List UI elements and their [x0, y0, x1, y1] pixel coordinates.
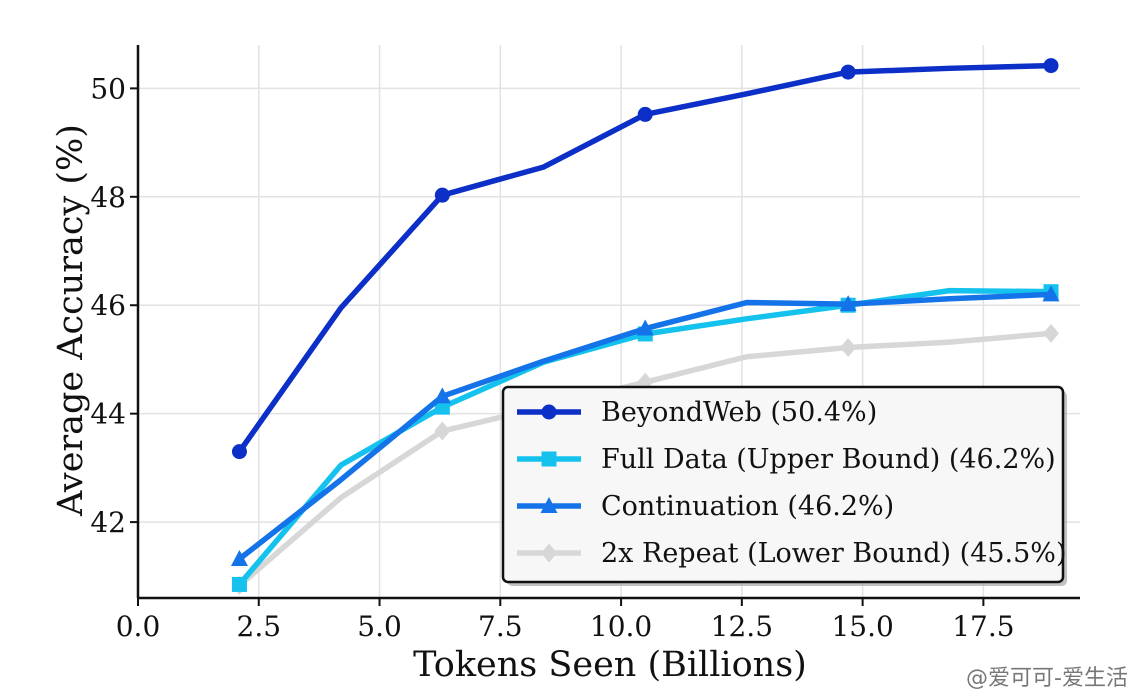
legend-marker [541, 404, 557, 420]
data-point-marker [1042, 285, 1060, 302]
x-tick-label: 17.5 [952, 610, 1014, 643]
data-point-marker [433, 387, 451, 404]
data-point-marker [636, 319, 654, 336]
data-point-marker [231, 444, 247, 460]
x-tick-label: 5.0 [357, 610, 402, 643]
x-tick-label: 0.0 [116, 610, 161, 643]
y-tick-label: 42 [90, 506, 126, 539]
data-point-marker [434, 399, 450, 415]
axes [136, 45, 1080, 600]
x-axis-label: Tokens Seen (Billions) [413, 645, 807, 685]
legend-entry: Continuation (46.2%) [517, 491, 894, 522]
data-point-marker [839, 295, 857, 312]
series-2 [230, 285, 1060, 566]
x-tick-label: 2.5 [237, 610, 282, 643]
y-axis-ticks: 42 44 46 48 50 [90, 72, 138, 539]
legend-marker [541, 543, 557, 563]
x-tick-label: 15.0 [831, 610, 893, 643]
legend-entry: Full Data (Upper Bound) (46.2%) [517, 444, 1056, 475]
y-tick-label: 50 [90, 72, 126, 105]
data-point-marker [637, 106, 653, 122]
data-point-marker [1043, 58, 1059, 74]
x-axis-ticks: 0.0 2.5 5.0 7.5 10.0 12.5 15.0 17.5 [116, 598, 1015, 643]
legend-box [501, 385, 1065, 584]
watermark-text: @爱可可-爱生活 [966, 666, 1128, 691]
data-point-marker [434, 421, 451, 441]
legend-marker [540, 497, 558, 513]
x-tick-label: 12.5 [711, 610, 773, 643]
y-tick-label: 44 [90, 398, 126, 431]
x-tick-label: 10.0 [590, 610, 652, 643]
series-0 [231, 58, 1059, 460]
data-point-marker [840, 338, 857, 358]
series-lines [230, 58, 1060, 596]
x-tick-label: 7.5 [478, 610, 523, 643]
data-point-marker [231, 576, 247, 592]
y-axis-label: Average Accuracy (%) [51, 124, 91, 517]
legend-label: Full Data (Upper Bound) (46.2%) [601, 444, 1056, 475]
data-point-marker [230, 549, 248, 566]
legend: BeyondWeb (50.4%) Full Data (Upper Bound)… [501, 385, 1067, 586]
data-point-marker [1043, 323, 1060, 343]
legend-marker [541, 451, 557, 467]
legend-label: BeyondWeb (50.4%) [601, 397, 877, 428]
data-point-marker [434, 187, 450, 203]
legend-entry: 2x Repeat (Lower Bound) (45.5%) [517, 538, 1067, 569]
y-tick-label: 46 [90, 289, 126, 322]
y-tick-label: 48 [90, 181, 126, 214]
legend-label: 2x Repeat (Lower Bound) (45.5%) [601, 538, 1067, 569]
data-point-marker [840, 64, 856, 80]
legend-label: Continuation (46.2%) [601, 491, 894, 522]
legend-entry: BeyondWeb (50.4%) [517, 397, 877, 428]
